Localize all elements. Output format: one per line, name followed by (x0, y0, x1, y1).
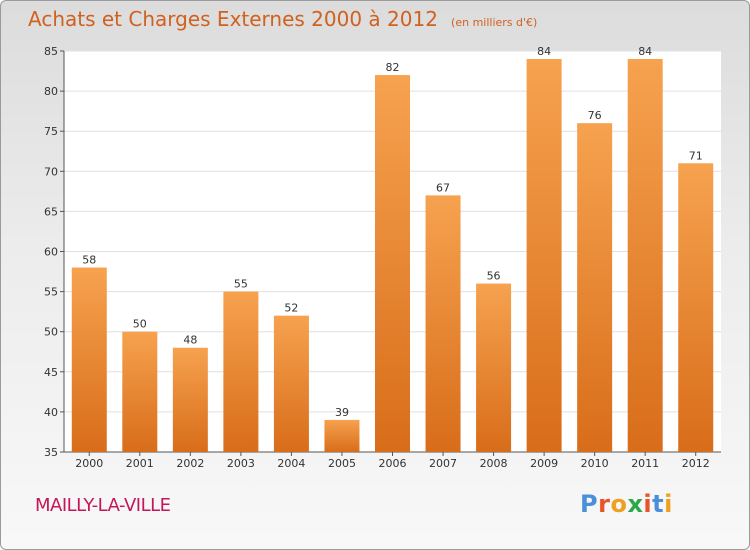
y-tick-label: 50 (44, 326, 58, 339)
x-tick-label: 2011 (631, 457, 659, 470)
logo-letter: i (664, 490, 673, 518)
chart-subtitle: (en milliers d'€) (451, 16, 538, 29)
y-tick-label: 40 (44, 406, 58, 419)
x-tick-label: 2008 (480, 457, 508, 470)
bar (122, 331, 158, 452)
x-tick-label: 2012 (682, 457, 710, 470)
data-label: 39 (335, 406, 349, 419)
bar (476, 283, 512, 452)
y-tick-label: 70 (44, 165, 58, 178)
bar (273, 315, 309, 452)
chart-title-group: Achats et Charges Externes 2000 à 2012 (… (28, 7, 537, 31)
data-label: 48 (183, 334, 197, 347)
bar (172, 347, 208, 452)
proxiti-logo[interactable]: Proxiti (580, 490, 673, 518)
logo-letter: P (580, 490, 599, 518)
x-tick-label: 2006 (379, 457, 407, 470)
bar (71, 267, 107, 452)
bar (223, 291, 259, 452)
bar (678, 163, 714, 452)
data-label: 58 (82, 254, 96, 267)
data-label: 52 (284, 302, 298, 315)
x-tick-label: 2003 (227, 457, 255, 470)
logo-letter: x (627, 490, 644, 518)
logo-letter: r (598, 490, 611, 518)
chart-title: Achats et Charges Externes 2000 à 2012 (28, 7, 438, 31)
y-tick-label: 45 (44, 366, 58, 379)
logo-letter: t (652, 490, 665, 518)
bar (425, 195, 461, 453)
y-tick-label: 65 (44, 205, 58, 218)
x-tick-label: 2000 (75, 457, 103, 470)
data-label: 76 (588, 109, 602, 122)
y-tick-label: 35 (44, 446, 58, 459)
data-label: 71 (689, 149, 703, 162)
bar (526, 59, 562, 453)
commune-name: MAILLY-LA-VILLE (35, 495, 171, 516)
y-tick-label: 80 (44, 85, 58, 98)
x-tick-label: 2005 (328, 457, 356, 470)
y-tick-label: 85 (44, 45, 58, 58)
x-tick-label: 2001 (126, 457, 154, 470)
logo-letter: i (643, 490, 653, 518)
data-label: 67 (436, 181, 450, 194)
logo-letter: o (610, 490, 628, 518)
x-tick-label: 2009 (530, 457, 558, 470)
y-tick-label: 60 (44, 246, 58, 259)
x-tick-label: 2002 (176, 457, 204, 470)
data-label: 50 (133, 318, 147, 331)
data-label: 84 (638, 45, 652, 58)
x-tick-label: 2007 (429, 457, 457, 470)
data-label: 84 (537, 45, 551, 58)
data-label: 55 (234, 278, 248, 291)
bar (577, 123, 613, 453)
data-label: 56 (487, 270, 501, 283)
y-tick-label: 55 (44, 286, 58, 299)
data-label: 82 (386, 61, 400, 74)
bar (627, 59, 663, 453)
bar (375, 75, 410, 452)
x-tick-label: 2010 (581, 457, 609, 470)
x-tick-label: 2004 (277, 457, 305, 470)
bar (324, 419, 360, 452)
y-tick-label: 75 (44, 125, 58, 138)
